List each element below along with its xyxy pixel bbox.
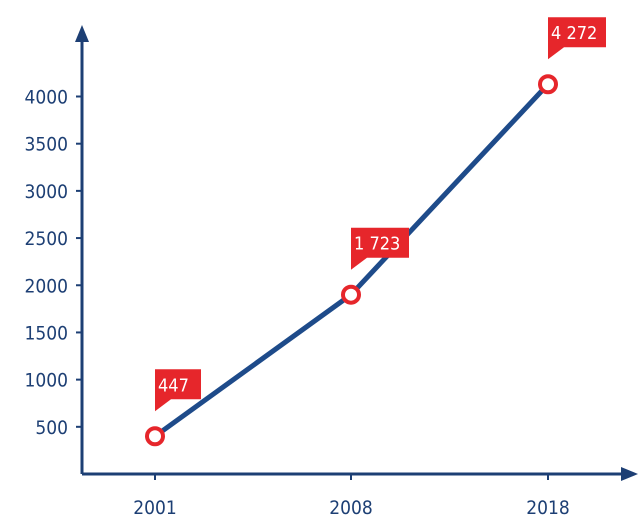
y-tick-label: 3500 xyxy=(25,134,69,156)
data-label: 447 xyxy=(158,375,189,396)
data-label: 1 723 xyxy=(354,234,400,255)
y-tick-label: 3000 xyxy=(25,181,69,203)
x-ticks: 2001 2008 2018 xyxy=(133,474,570,519)
y-tick-label: 1000 xyxy=(25,370,69,392)
axes xyxy=(75,25,638,481)
y-tick-label: 2500 xyxy=(25,228,69,250)
x-tick-label: 2008 xyxy=(329,497,373,519)
y-tick-label: 2000 xyxy=(25,275,69,297)
x-tick-label: 2001 xyxy=(133,497,177,519)
y-axis-arrow xyxy=(75,25,89,42)
data-point xyxy=(145,426,165,447)
data-label-callout: 1 723 xyxy=(351,227,409,270)
data-label-callout: 4 272 xyxy=(548,17,606,60)
data-label: 4 272 xyxy=(551,23,597,44)
x-tick-label: 2018 xyxy=(526,497,570,519)
data-label-bg xyxy=(155,369,201,412)
y-ticks: 500 1000 1500 2000 2500 3000 3500 4000 xyxy=(25,87,82,439)
data-point xyxy=(341,284,361,305)
series xyxy=(145,74,558,447)
data-label-bg xyxy=(351,227,409,270)
data-point xyxy=(538,74,558,95)
data-label-callout: 447 xyxy=(155,369,201,412)
data-labels: 447 1 723 4 272 xyxy=(155,17,606,412)
y-tick-label: 1500 xyxy=(25,322,69,344)
data-label-bg xyxy=(548,17,606,60)
x-axis-arrow xyxy=(621,467,638,481)
y-tick-label: 500 xyxy=(35,417,68,439)
y-tick-label: 4000 xyxy=(25,87,69,109)
